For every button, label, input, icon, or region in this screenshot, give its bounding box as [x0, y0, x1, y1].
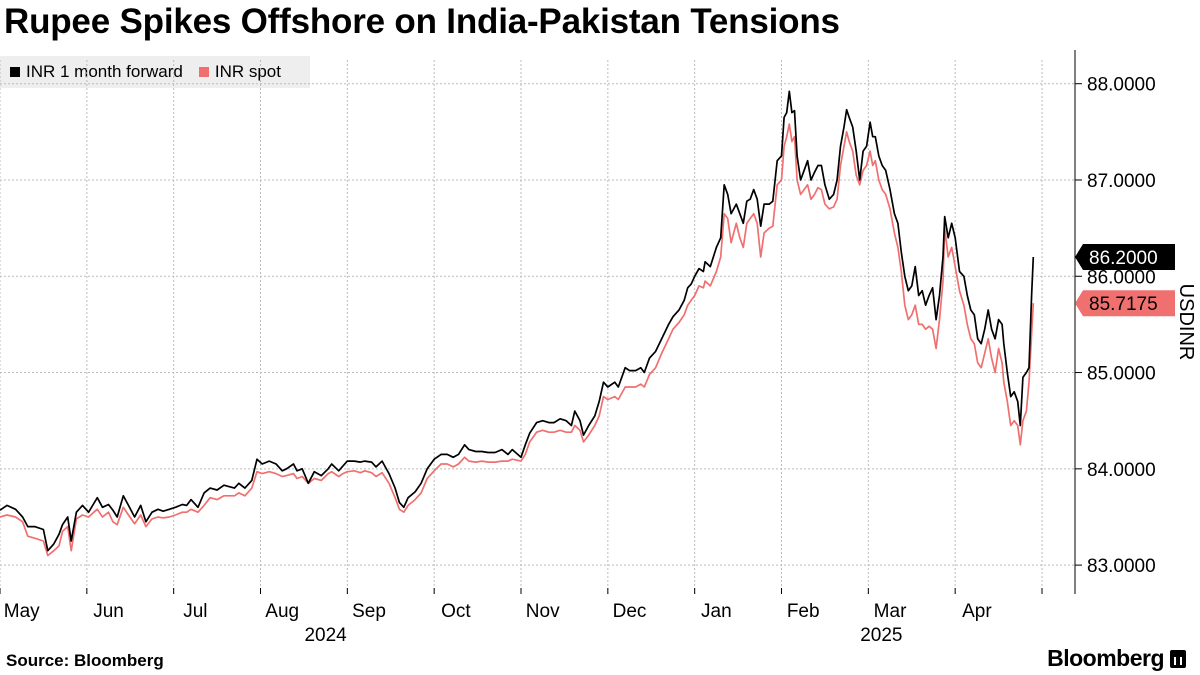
x-tick-label-7: Dec [613, 601, 647, 622]
y-axis-title: USDINR [1175, 284, 1197, 361]
x-tick-label-1: Jun [93, 601, 124, 622]
x-tick-label-5: Oct [441, 601, 471, 622]
last-value-flag-spot [1075, 290, 1175, 317]
legend-swatch-forward [10, 67, 20, 77]
x-tick-label-8: Jan [701, 601, 732, 622]
x-tick-label-3: Aug [265, 601, 299, 622]
last-value-flag-forward [1075, 244, 1175, 271]
y-tick-label-0: 83.0000 [1087, 556, 1156, 577]
brand-logo: Bloomberg [1047, 645, 1186, 672]
x-tick-label-4: Sep [352, 601, 386, 622]
brand-name: Bloomberg [1047, 645, 1164, 671]
x-year-label-0: 2024 [304, 625, 347, 646]
legend-label-forward: INR 1 month forward [26, 62, 183, 81]
x-tick-label-9: Feb [787, 601, 820, 622]
x-year-label-1: 2025 [860, 625, 902, 646]
x-tick-label-0: May [4, 601, 40, 622]
y-tick-label-3: 86.0000 [1087, 267, 1156, 288]
legend-swatch-spot [198, 67, 209, 77]
grid [0, 60, 1075, 594]
x-tick-label-2: Jul [183, 601, 207, 622]
legend: INR 1 month forward INR spot [0, 56, 310, 88]
x-tick-label-11: Apr [962, 601, 992, 622]
bloomberg-terminal-icon [1170, 649, 1186, 668]
axes: 83.0000 84.0000 85.0000 86.0000 87.0000 88.00… [0, 50, 1197, 646]
y-tick-label-2: 85.0000 [1087, 364, 1156, 385]
series-line-forward [0, 90, 1035, 552]
last-value-label-spot: 85.7175 [1089, 294, 1158, 315]
x-tick-label-6: Nov [526, 601, 560, 622]
y-tick-label-1: 84.0000 [1087, 460, 1156, 481]
last-value-label-forward: 86.2000 [1089, 248, 1158, 269]
y-tick-label-4: 87.0000 [1087, 171, 1156, 192]
legend-item-spot: INR spot [198, 62, 281, 82]
source-note: Source: Bloomberg [6, 651, 164, 670]
legend-item-forward: INR 1 month forward [10, 62, 183, 82]
x-tick-label-10: Mar [874, 601, 907, 622]
chart-title: Rupee Spikes Offshore on India-Pakistan … [4, 2, 840, 41]
series-line-spot [0, 123, 1035, 557]
legend-label-spot: INR spot [214, 62, 281, 81]
y-tick-label-5: 88.0000 [1087, 75, 1156, 96]
series-lines [0, 90, 1035, 557]
